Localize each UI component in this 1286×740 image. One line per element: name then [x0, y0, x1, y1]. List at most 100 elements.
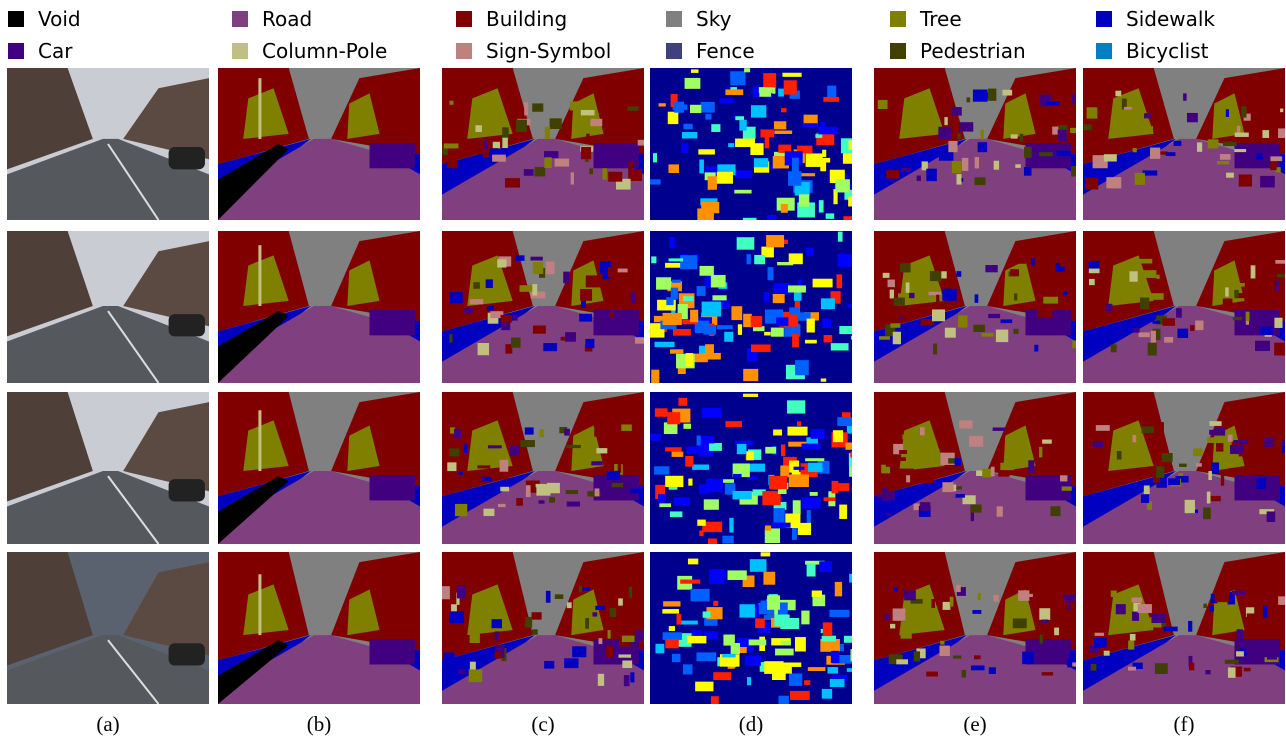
legend-label: Sidewalk — [1126, 7, 1215, 31]
shape — [933, 343, 937, 354]
shape — [690, 310, 698, 323]
shape — [582, 587, 590, 590]
shape — [761, 552, 771, 556]
shape — [810, 492, 818, 496]
shape — [1042, 672, 1053, 675]
shape — [821, 298, 835, 309]
shape — [619, 654, 632, 657]
shape — [974, 177, 985, 185]
shape — [802, 444, 821, 450]
shape — [823, 622, 832, 636]
legend-label: Sign-Symbol — [486, 39, 611, 63]
legend-label: Car — [38, 39, 72, 63]
shape — [666, 297, 673, 305]
shape — [586, 275, 601, 287]
result-image — [7, 552, 209, 704]
shape — [847, 668, 852, 672]
shape — [1233, 440, 1248, 444]
shape — [1093, 441, 1103, 447]
shape — [1072, 340, 1076, 348]
legend-item: Fence — [666, 39, 755, 63]
legend-label: Fence — [696, 39, 755, 63]
shape — [728, 143, 734, 147]
shape — [883, 273, 890, 278]
result-image — [218, 231, 420, 383]
shape — [708, 176, 717, 190]
shape — [683, 424, 691, 429]
shape — [631, 292, 635, 303]
shape — [258, 78, 261, 139]
shape — [1267, 647, 1277, 660]
shape — [1220, 154, 1231, 160]
shape — [997, 506, 1003, 516]
shape — [1034, 345, 1038, 352]
shape — [475, 125, 481, 132]
shape — [687, 636, 706, 643]
shape — [1111, 344, 1117, 352]
shape — [962, 670, 966, 678]
shape — [848, 197, 852, 207]
shape — [807, 564, 816, 577]
shape — [1185, 500, 1195, 513]
shape — [737, 444, 747, 454]
shape — [683, 664, 693, 674]
shape — [449, 101, 453, 105]
shape — [685, 78, 701, 89]
shape — [1274, 318, 1282, 328]
shape — [688, 559, 698, 565]
result-image — [1083, 552, 1285, 704]
shape — [735, 170, 752, 178]
shape — [1277, 274, 1285, 277]
shape — [470, 299, 483, 304]
shape — [737, 237, 755, 249]
shape — [957, 174, 962, 185]
shape — [687, 446, 700, 453]
shape — [545, 127, 550, 139]
shape — [1215, 428, 1225, 436]
legend-label: Sky — [696, 7, 731, 31]
shape — [1089, 269, 1100, 274]
shape — [486, 279, 493, 288]
shape — [683, 296, 694, 301]
shape — [792, 158, 799, 172]
shape — [724, 332, 733, 342]
shape — [989, 667, 996, 674]
shape — [1215, 591, 1229, 602]
shape — [543, 343, 557, 351]
shape — [1091, 664, 1097, 671]
shape — [745, 656, 761, 666]
shape — [1203, 507, 1211, 519]
shape — [754, 255, 765, 264]
shape — [831, 343, 849, 350]
shape — [510, 446, 519, 456]
shape — [909, 293, 914, 298]
shape — [787, 427, 807, 436]
shape — [886, 455, 897, 467]
shape — [692, 465, 709, 470]
shape — [1205, 670, 1210, 674]
shape — [1168, 478, 1180, 485]
shape — [495, 631, 499, 640]
shape — [778, 89, 784, 97]
shape — [1040, 635, 1043, 644]
shape — [1207, 492, 1211, 504]
shape — [929, 292, 941, 295]
shape — [586, 134, 589, 138]
shape — [789, 307, 799, 314]
shape — [781, 204, 788, 213]
shape — [760, 129, 774, 137]
shape — [767, 267, 773, 280]
shape — [663, 601, 680, 606]
shape — [618, 598, 623, 605]
result-image — [218, 392, 420, 544]
shape — [730, 71, 745, 85]
shape — [820, 162, 826, 171]
shape — [1142, 270, 1157, 278]
shape — [1252, 492, 1265, 497]
shape — [799, 194, 810, 206]
shape — [890, 624, 895, 629]
shape — [1210, 605, 1214, 611]
shape — [493, 142, 500, 148]
shape — [550, 118, 562, 129]
shape — [691, 630, 702, 636]
